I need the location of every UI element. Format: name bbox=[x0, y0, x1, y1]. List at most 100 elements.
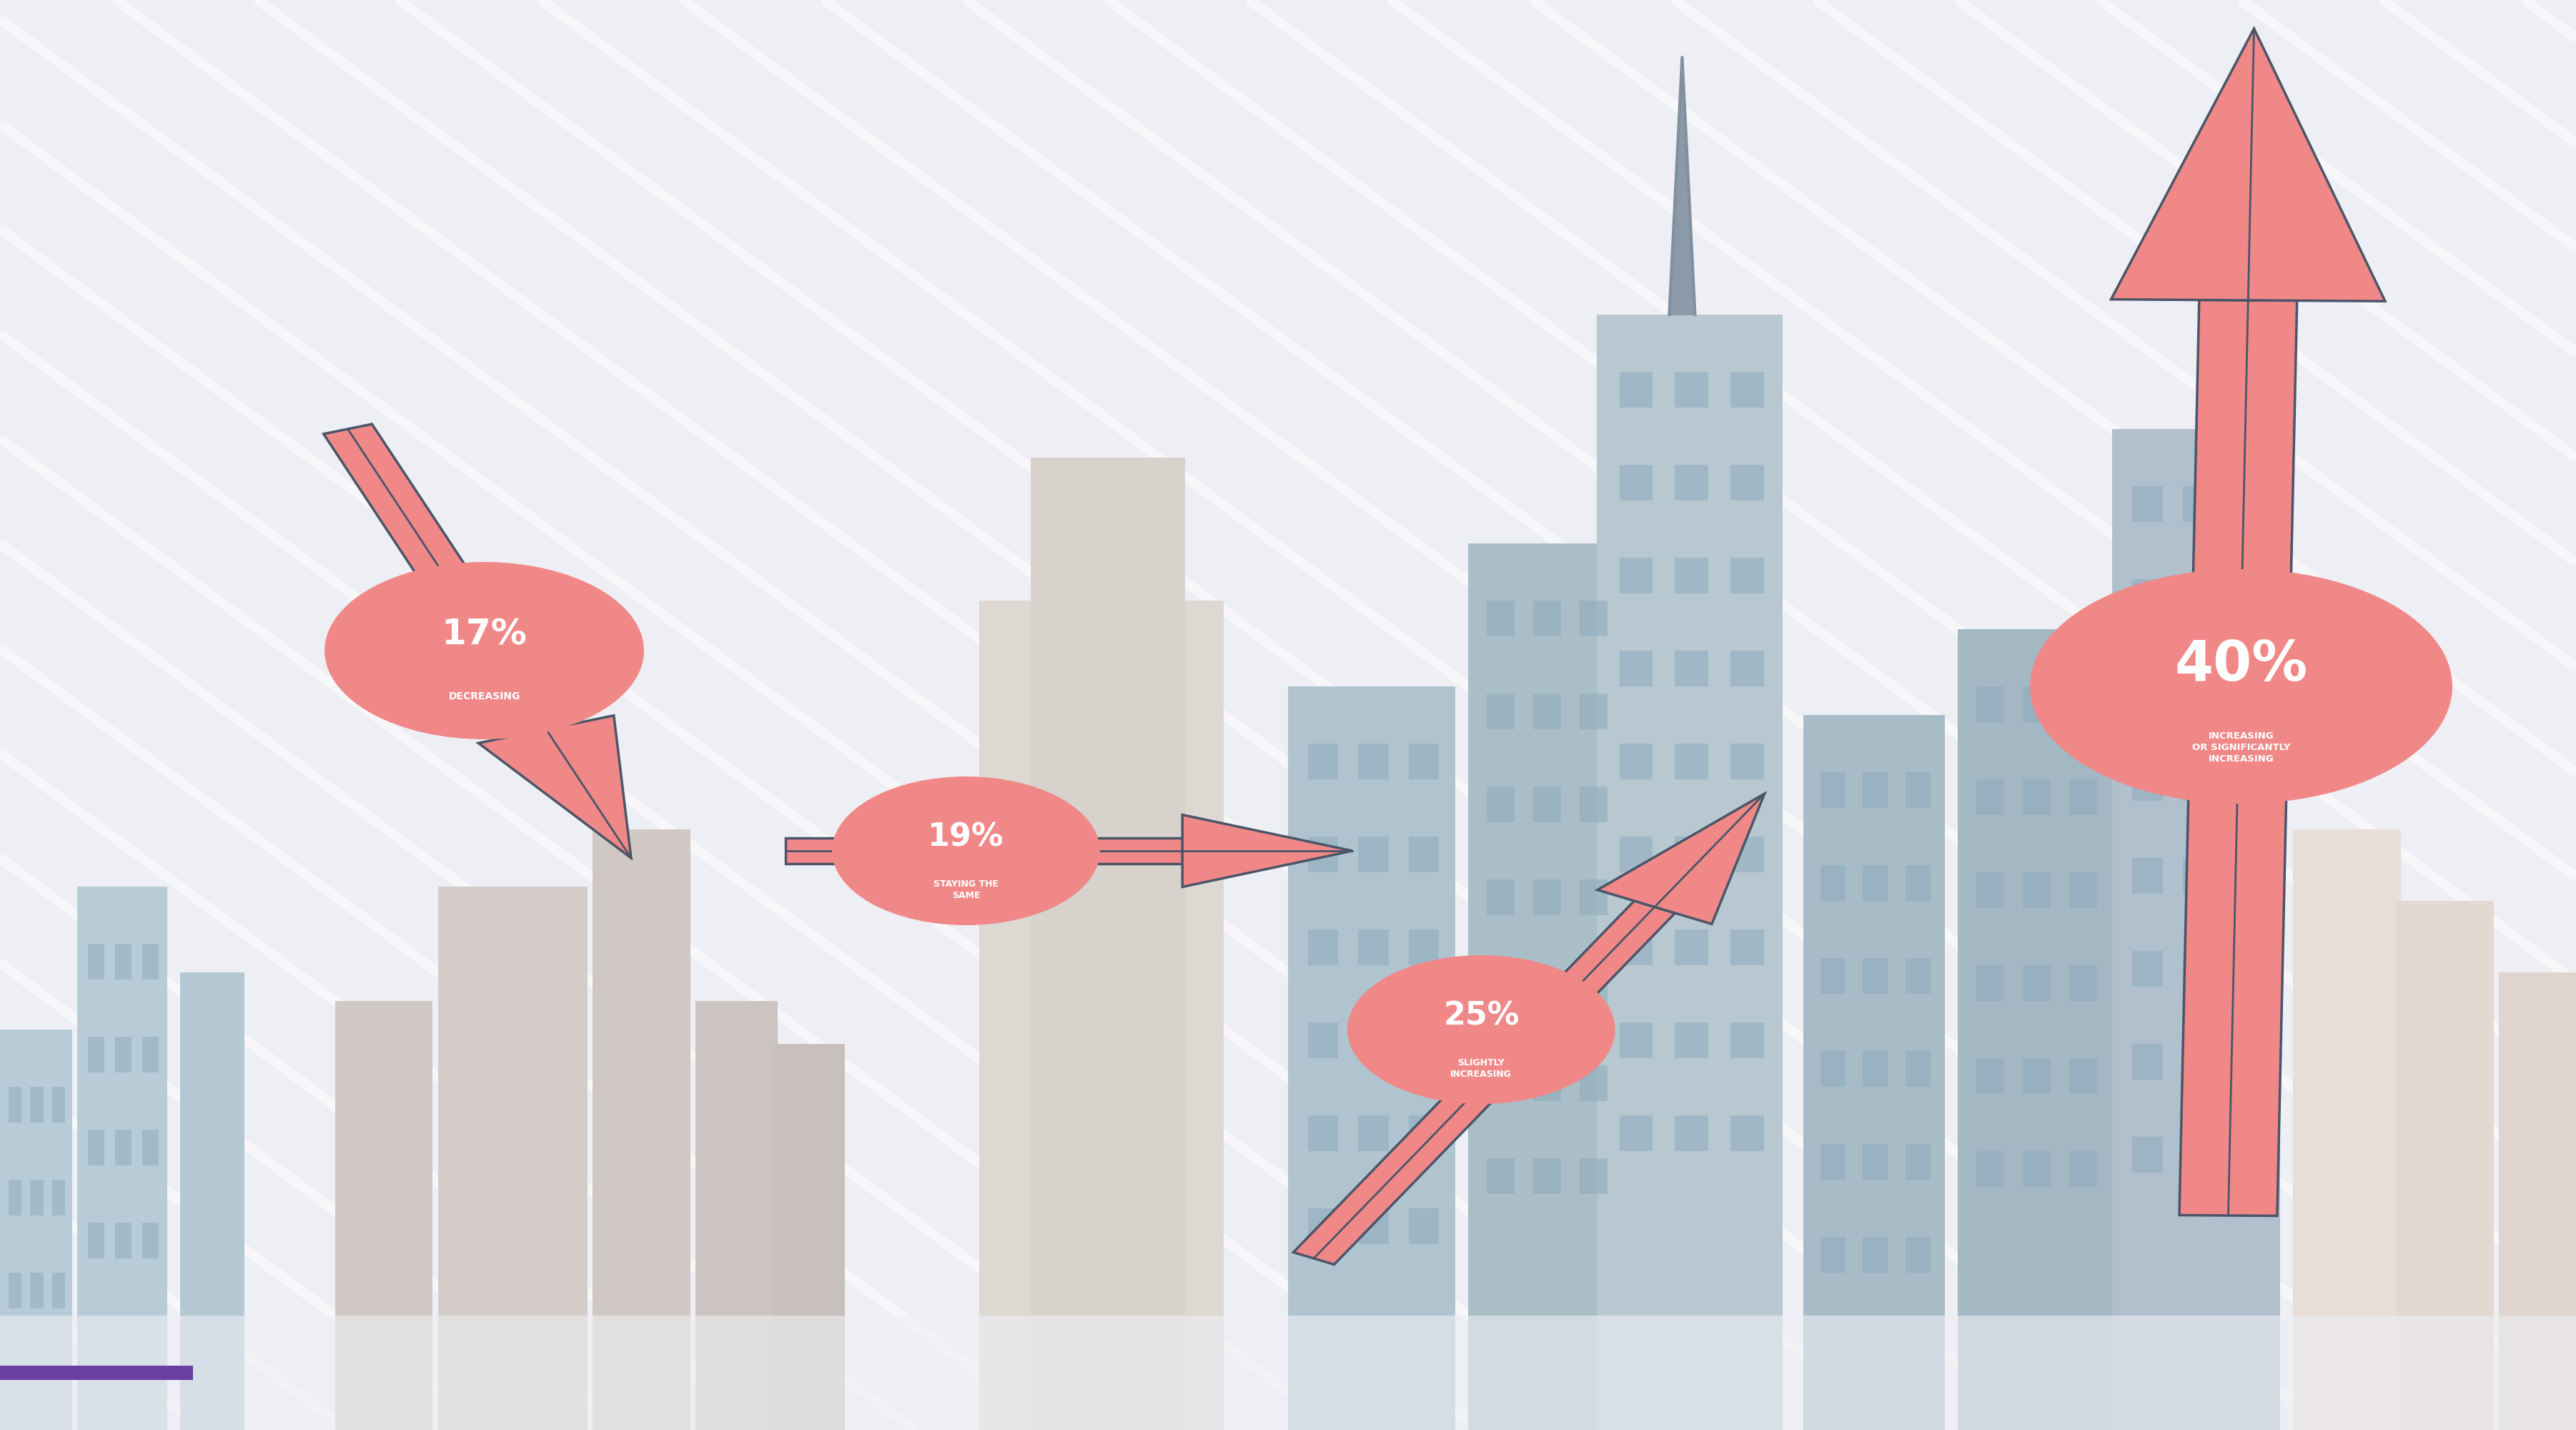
Bar bbox=[2182, 486, 2213, 522]
Bar bbox=[1486, 786, 1515, 822]
Bar bbox=[52, 1087, 64, 1123]
Bar bbox=[979, 601, 1224, 1430]
Bar bbox=[1409, 744, 1437, 779]
Bar bbox=[1468, 543, 1623, 1430]
Bar bbox=[1976, 779, 2004, 815]
Circle shape bbox=[832, 776, 1100, 925]
Bar bbox=[2022, 1058, 2050, 1094]
Bar bbox=[2069, 686, 2097, 722]
Text: 17%: 17% bbox=[440, 618, 528, 652]
Bar bbox=[1533, 972, 1561, 1008]
Bar bbox=[2069, 779, 2097, 815]
Polygon shape bbox=[2179, 300, 2298, 1216]
Bar bbox=[52, 1273, 64, 1308]
Bar bbox=[1731, 465, 1765, 500]
Bar bbox=[1674, 837, 1708, 872]
Bar bbox=[2396, 901, 2494, 1430]
Bar bbox=[1579, 1158, 1607, 1194]
Polygon shape bbox=[1597, 794, 1765, 924]
Bar bbox=[1976, 686, 2004, 722]
Bar bbox=[1906, 958, 1932, 994]
Bar bbox=[52, 1180, 64, 1216]
Bar bbox=[1533, 879, 1561, 915]
Bar bbox=[142, 1037, 160, 1072]
Bar bbox=[1674, 930, 1708, 965]
Bar bbox=[1862, 1144, 1888, 1180]
Bar bbox=[438, 887, 587, 1430]
Bar bbox=[1674, 558, 1708, 593]
Bar bbox=[1309, 837, 1340, 872]
Bar bbox=[2022, 686, 2050, 722]
Bar bbox=[1620, 1022, 1654, 1058]
Circle shape bbox=[2030, 569, 2452, 804]
Bar bbox=[2233, 486, 2262, 522]
Bar bbox=[592, 829, 690, 1430]
Bar bbox=[142, 1130, 160, 1165]
Bar bbox=[1731, 930, 1765, 965]
Bar bbox=[1731, 372, 1765, 408]
Bar bbox=[1533, 1158, 1561, 1194]
Bar bbox=[1620, 837, 1654, 872]
Bar bbox=[31, 1273, 44, 1308]
Bar bbox=[1533, 601, 1561, 636]
Bar bbox=[1674, 744, 1708, 779]
Bar bbox=[2022, 779, 2050, 815]
Bar bbox=[1579, 972, 1607, 1008]
Bar bbox=[1486, 879, 1515, 915]
Bar bbox=[142, 944, 160, 980]
Bar bbox=[1309, 930, 1340, 965]
Circle shape bbox=[325, 562, 644, 739]
Bar bbox=[1906, 865, 1932, 901]
Bar bbox=[8, 1087, 21, 1123]
Bar bbox=[2293, 829, 2401, 1430]
Bar bbox=[2133, 1137, 2164, 1173]
Bar bbox=[88, 1037, 103, 1072]
Bar bbox=[1976, 1151, 2004, 1187]
Bar bbox=[116, 1130, 131, 1165]
Bar bbox=[2233, 672, 2262, 708]
Bar bbox=[1486, 972, 1515, 1008]
Bar bbox=[1821, 1237, 1844, 1273]
Bar bbox=[1309, 1208, 1340, 1244]
Bar bbox=[2069, 1151, 2097, 1187]
Text: STAYING THE
SAME: STAYING THE SAME bbox=[933, 879, 999, 899]
Bar bbox=[1309, 744, 1340, 779]
Bar bbox=[1674, 372, 1708, 408]
Bar bbox=[8, 1180, 21, 1216]
Bar bbox=[1486, 601, 1515, 636]
Polygon shape bbox=[479, 715, 631, 858]
Bar bbox=[2182, 672, 2213, 708]
Bar bbox=[1533, 1065, 1561, 1101]
Bar bbox=[1976, 872, 2004, 908]
Bar bbox=[1821, 772, 1844, 808]
Bar bbox=[2182, 858, 2213, 894]
Bar bbox=[1579, 1065, 1607, 1101]
Bar bbox=[2133, 951, 2164, 987]
Bar bbox=[1533, 786, 1561, 822]
Bar bbox=[88, 1223, 103, 1258]
Bar bbox=[1358, 1115, 1388, 1151]
Text: 25%: 25% bbox=[1443, 1001, 1520, 1031]
Bar bbox=[1862, 1051, 1888, 1087]
Bar bbox=[1821, 958, 1844, 994]
Polygon shape bbox=[1669, 57, 1695, 315]
Bar bbox=[2022, 872, 2050, 908]
Bar bbox=[1620, 930, 1654, 965]
Bar bbox=[1862, 865, 1888, 901]
Bar bbox=[2112, 429, 2280, 1430]
Bar bbox=[77, 887, 167, 1430]
Bar bbox=[1486, 1158, 1515, 1194]
Bar bbox=[8, 1273, 21, 1308]
Bar bbox=[2133, 765, 2164, 801]
Bar bbox=[1579, 786, 1607, 822]
Bar bbox=[1358, 744, 1388, 779]
Bar bbox=[1906, 1237, 1932, 1273]
Bar bbox=[2182, 579, 2213, 615]
Bar bbox=[1597, 315, 1783, 1430]
Bar bbox=[1358, 837, 1388, 872]
Bar bbox=[1674, 651, 1708, 686]
Bar bbox=[2022, 1151, 2050, 1187]
Bar bbox=[1862, 1237, 1888, 1273]
Polygon shape bbox=[1293, 901, 1674, 1264]
Bar bbox=[1486, 1065, 1515, 1101]
